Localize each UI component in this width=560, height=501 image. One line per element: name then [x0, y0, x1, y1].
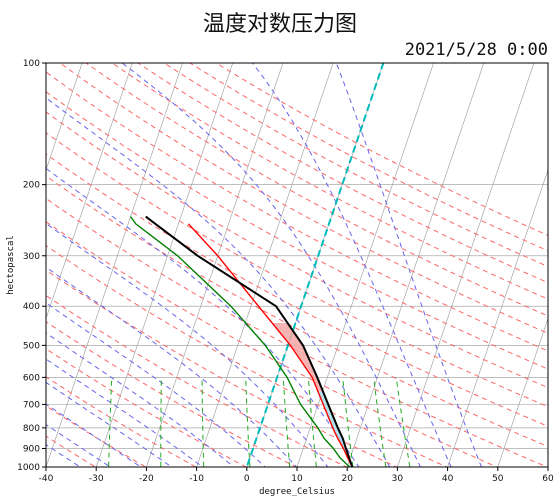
isotherm-line	[497, 317, 548, 467]
dry-adiabat-line	[189, 63, 548, 252]
chart-title: 温度对数压力图	[202, 12, 357, 37]
y-tick-label: 500	[23, 341, 40, 351]
dry-adiabat-line	[46, 348, 248, 467]
moist-adiabat-line	[46, 423, 112, 467]
isotherm-line	[46, 63, 183, 467]
profile-line	[145, 215, 354, 467]
y-axis-label: hectopascal	[6, 235, 16, 295]
dry-adiabat-line	[46, 91, 548, 370]
y-tick-label: 200	[23, 181, 40, 191]
mixing-ratio-line	[307, 377, 317, 467]
moist-adiabat-line	[46, 358, 204, 467]
isotherm-line	[196, 63, 334, 467]
mixing-ratio-line	[108, 377, 113, 467]
moist-adiabat-line	[46, 167, 360, 467]
moist-adiabat-line	[252, 63, 452, 467]
profile-line	[130, 216, 351, 467]
y-tick-label: 100	[23, 59, 40, 69]
isotherm-line	[346, 63, 485, 467]
mixing-ratio-line	[395, 377, 411, 467]
moist-adiabat-line	[46, 403, 142, 467]
y-tick-label: 400	[23, 302, 40, 312]
moist-adiabat-line	[46, 302, 266, 467]
dry-adiabat-line	[46, 221, 499, 467]
isotherm-line	[95, 63, 234, 467]
dry-adiabat-line	[137, 63, 548, 284]
dry-adiabat-line	[46, 111, 548, 389]
x-tick-label: -40	[39, 474, 54, 484]
mixing-ratio-line	[373, 377, 387, 467]
chart-datetime: 2021/5/28 0:00	[404, 40, 548, 60]
dry-adiabat-line	[59, 63, 548, 334]
dry-adiabat-line	[46, 435, 97, 467]
dry-adiabat-line	[163, 63, 548, 268]
isotherm-line	[46, 63, 83, 171]
dry-adiabat-line	[85, 63, 548, 317]
dry-adiabat-line	[111, 63, 548, 300]
x-axis-label: degree_Celsius	[259, 487, 335, 497]
moist-adiabat-line	[46, 332, 235, 467]
instability-shading	[272, 323, 353, 467]
isotherm-line	[547, 466, 548, 467]
moist-adiabat-line	[46, 266, 298, 467]
moist-adiabat-line	[46, 222, 329, 467]
x-tick-label: 40	[442, 474, 454, 484]
y-tick-label: 800	[23, 424, 40, 434]
isotherm-line	[447, 169, 548, 467]
x-tick-label: -20	[139, 474, 154, 484]
dry-adiabat-line	[46, 132, 548, 408]
dry-adiabat-line	[46, 153, 548, 427]
y-tick-label: 700	[23, 400, 40, 410]
x-tick-label: 20	[341, 474, 353, 484]
y-tick-label: 900	[23, 445, 40, 455]
dry-adiabat-line	[46, 294, 348, 467]
isotherm-line	[146, 63, 284, 467]
x-tick-label: 0	[244, 474, 250, 484]
x-tick-label: 30	[392, 474, 404, 484]
mixing-ratio-line	[201, 377, 205, 467]
x-tick-label: -30	[89, 474, 104, 484]
moist-adiabat-line	[46, 381, 173, 467]
x-tick-label: 10	[291, 474, 303, 484]
profile-line	[187, 223, 353, 467]
plot-frame	[45, 62, 549, 468]
dry-adiabat-line	[46, 175, 548, 448]
x-tick-label: 60	[542, 474, 554, 484]
profiles	[130, 215, 354, 467]
x-tick-label: -10	[189, 474, 204, 484]
y-tick-label: 1000	[17, 463, 40, 473]
dry-adiabat-line	[46, 321, 298, 467]
y-tick-label: 300	[23, 252, 40, 262]
mixing-ratio-line	[342, 377, 354, 467]
x-tick-label: 50	[492, 474, 504, 484]
dry-adiabat-line	[46, 269, 398, 467]
y-tick-label: 600	[23, 373, 40, 383]
mixing-ratio-line	[282, 377, 291, 467]
moist-adiabat-line	[121, 63, 422, 467]
dry-adiabat-line	[215, 63, 548, 237]
dry-adiabat-line	[46, 405, 147, 467]
dry-adiabat-line	[46, 197, 548, 467]
reference-lines	[46, 63, 548, 467]
moist-adiabat-line	[335, 63, 483, 467]
isotherm-line	[46, 63, 133, 320]
zero-isotherm-line	[245, 63, 385, 467]
mixing-ratio-line	[245, 377, 251, 467]
mixing-ratio-line	[160, 377, 162, 467]
isotherm-line	[397, 63, 535, 467]
axis-ticks: -40 -30 -20 -10 0 10 20 30 40 50 60 1000 900 800 700 60…	[17, 59, 554, 484]
dry-adiabat-line	[46, 376, 197, 467]
dry-adiabat-line	[46, 244, 449, 467]
